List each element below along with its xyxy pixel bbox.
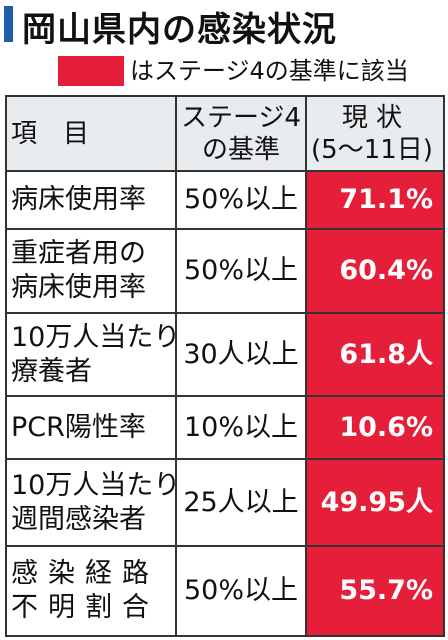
cell: 55.7% xyxy=(305,545,445,637)
cell: 50%以上 xyxy=(175,228,307,314)
header-row: 項 目ステージ4 の基準現 状 (5〜11日) xyxy=(5,95,445,172)
cell: 10%以上 xyxy=(175,395,307,460)
cell: 60.4% xyxy=(305,228,445,314)
row: PCR陽性率 10%以上 10.6% xyxy=(5,395,445,460)
cell: 61.8人 xyxy=(305,312,445,397)
cell-text: 55.7% xyxy=(339,575,433,606)
header-cell: 現 状 (5〜11日) xyxy=(305,95,445,172)
row: 10万人当たり 週間感染者 25人以上 49.95人 xyxy=(5,458,445,547)
cell: 50%以上 xyxy=(175,170,307,230)
cell: 感染経路 不明割合 xyxy=(5,545,177,637)
cell-text: 療養者 xyxy=(11,355,92,387)
header-cell: ステージ4 の基準 xyxy=(175,95,307,172)
cell-text: ステージ4 xyxy=(181,102,302,133)
header-cell: 項 目 xyxy=(5,95,177,172)
cell: 49.95人 xyxy=(305,458,445,547)
cell-text: 感染経路 xyxy=(11,558,159,589)
cell-text: 項 目 xyxy=(11,118,90,149)
row: 病床使用率 50%以上 71.1% xyxy=(5,170,445,230)
cell-text: の基準 xyxy=(201,134,280,165)
cell: 71.1% xyxy=(305,170,445,230)
cell-text: 60.4% xyxy=(339,255,433,286)
cell-text: 50%以上 xyxy=(183,255,298,286)
cell-text: 週間感染者 xyxy=(11,503,146,535)
cell-text: 61.8人 xyxy=(339,338,433,370)
cell-text: 50%以上 xyxy=(183,575,298,606)
cell-text: 10万人当たり xyxy=(11,321,181,353)
cell: 病床使用率 xyxy=(5,170,177,230)
cell: 50%以上 xyxy=(175,545,307,637)
cell-text: 30人以上 xyxy=(183,338,299,370)
cell: 10万人当たり 週間感染者 xyxy=(5,458,181,547)
cell-text: 重症者用の xyxy=(11,238,146,269)
cell: PCR陽性率 xyxy=(5,395,177,460)
cell-text: 49.95人 xyxy=(320,486,433,518)
cell-text: 10%以上 xyxy=(183,411,298,443)
title: 岡山県内の感染状況 xyxy=(22,10,337,50)
row: 重症者用の 病床使用率 50%以上 60.4% xyxy=(5,228,445,314)
table: 項 目ステージ4 の基準現 状 (5〜11日) 病床使用率 50%以上 71.1% 重症者用… xyxy=(5,95,445,637)
cell: 30人以上 xyxy=(175,312,307,397)
row: 10万人当たり 療養者 30人以上 61.8人 xyxy=(5,312,445,397)
cell-text: 50%以上 xyxy=(183,184,298,215)
cell-text: 10.6% xyxy=(339,411,433,443)
legend-text: はステージ4の基準に該当 xyxy=(130,57,409,85)
cell-text: 病床使用率 xyxy=(11,184,146,215)
row: 感染経路 不明割合 50%以上 55.7% xyxy=(5,545,445,637)
title-accent xyxy=(4,6,13,42)
cell-text: 71.1% xyxy=(339,184,433,215)
cell-text: PCR陽性率 xyxy=(11,411,146,443)
cell-text: (5〜11日) xyxy=(311,134,433,165)
cell-text: 現 状 xyxy=(341,102,403,133)
cell-text: 病床使用率 xyxy=(11,272,146,303)
cell: 重症者用の 病床使用率 xyxy=(5,228,177,314)
legend-swatch xyxy=(58,56,124,86)
cell: 10万人当たり 療養者 xyxy=(5,312,181,397)
cell: 10.6% xyxy=(305,395,445,460)
cell-text: 不明割合 xyxy=(11,592,159,623)
cell: 25人以上 xyxy=(175,458,307,547)
cell-text: 25人以上 xyxy=(183,486,299,518)
cell-text: 10万人当たり xyxy=(11,469,181,501)
